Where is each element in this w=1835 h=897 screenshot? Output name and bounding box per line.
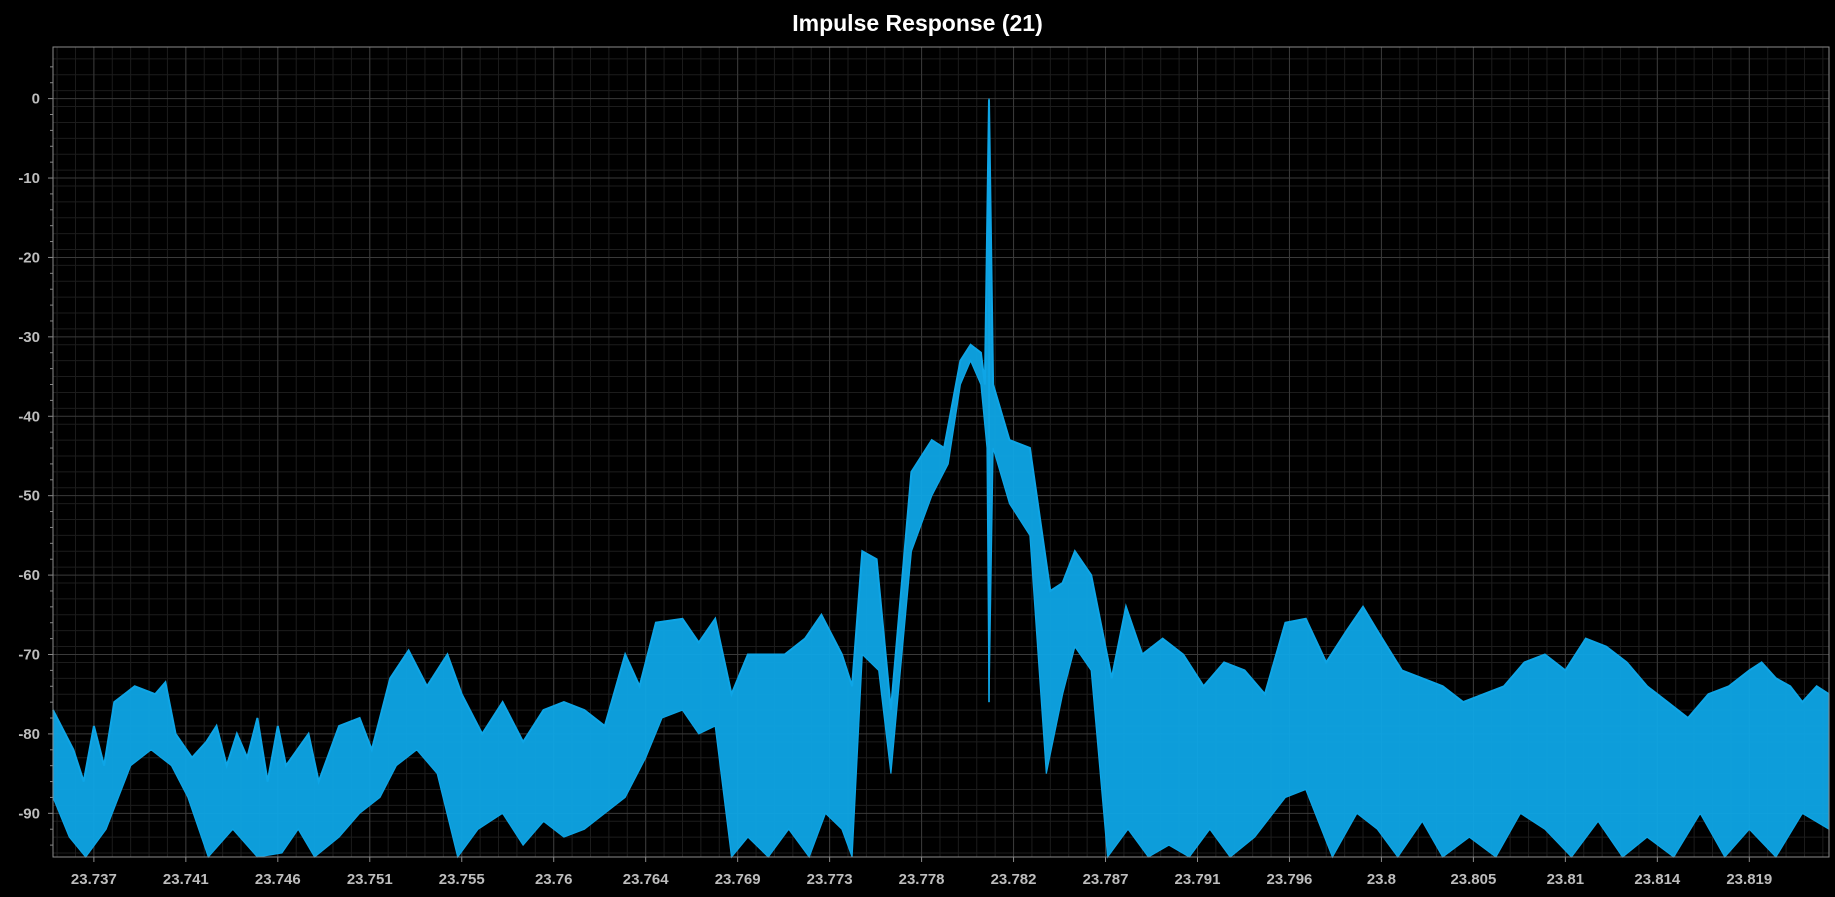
y-tick-label: -70 xyxy=(18,647,40,664)
x-tick-label: 23.755 xyxy=(439,871,485,888)
x-tick-label: 23.787 xyxy=(1083,871,1129,888)
y-tick-label: -60 xyxy=(18,567,40,584)
x-tick-label: 23.782 xyxy=(991,871,1037,888)
x-tick-label: 23.819 xyxy=(1726,871,1772,888)
plot-frame xyxy=(52,46,1830,858)
y-tick-label: -50 xyxy=(18,488,40,505)
y-tick-label: -40 xyxy=(18,408,40,425)
x-tick-label: 23.773 xyxy=(807,871,853,888)
x-tick-label: 23.791 xyxy=(1175,871,1221,888)
y-tick-label: -90 xyxy=(18,805,40,822)
x-tick-label: 23.81 xyxy=(1547,871,1585,888)
x-tick-layer: 23.737 23.741 23.746 23.751 23.755 23.76 23.76… xyxy=(71,857,1772,888)
y-tick-label: 0 xyxy=(32,91,40,108)
x-tick-label: 23.778 xyxy=(899,871,945,888)
x-tick-label: 23.746 xyxy=(255,871,301,888)
series-layer xyxy=(52,98,1830,859)
y-tick-label: -10 xyxy=(18,170,40,187)
y-tick-label: -30 xyxy=(18,329,40,346)
x-tick-label: 23.769 xyxy=(715,871,761,888)
x-tick-label: 23.764 xyxy=(623,871,670,888)
x-tick-label: 23.76 xyxy=(535,871,573,888)
series-upper-line xyxy=(52,100,1830,786)
y-tick-label: -20 xyxy=(18,249,40,266)
series-envelope xyxy=(52,100,1830,859)
x-tick-label: 23.8 xyxy=(1367,871,1396,888)
x-tick-label: 23.751 xyxy=(347,871,393,888)
y-tick-label: -80 xyxy=(18,726,40,743)
y-tick-layer: 0 -10 -20 -30 -40 -50 -60 -70 -80 -90 xyxy=(18,66,53,846)
x-tick-label: 23.796 xyxy=(1267,871,1313,888)
x-tick-label: 23.741 xyxy=(163,871,209,888)
chart-title: Impulse Response (21) xyxy=(792,10,1043,36)
x-tick-label: 23.737 xyxy=(71,871,117,888)
x-tick-label: 23.814 xyxy=(1634,871,1681,888)
x-tick-label: 23.805 xyxy=(1450,871,1496,888)
